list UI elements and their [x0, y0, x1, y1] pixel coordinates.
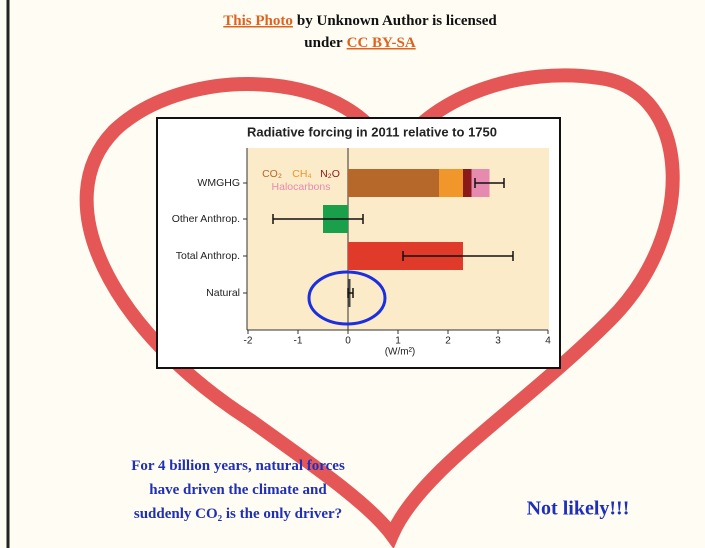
punchline: Not likely!!!	[527, 498, 630, 520]
caption-line: have driven the climate and	[149, 482, 327, 498]
x-tick-label: 4	[545, 336, 551, 347]
legend-entry: CH₄	[292, 168, 311, 180]
page: {"attribution": {"link": "This Photo", "…	[0, 0, 705, 548]
caption-line: suddenly CO₂ is the only driver?	[134, 506, 342, 522]
attribution-text: under	[304, 35, 343, 51]
x-tick-label: 2	[445, 336, 451, 347]
x-tick-label: -1	[294, 336, 303, 347]
bar	[439, 169, 463, 197]
photo-link[interactable]: This Photo	[223, 13, 293, 29]
y-tick-label: WMGHG	[197, 177, 240, 189]
caption-line: For 4 billion years, natural forces	[131, 458, 345, 474]
caption: For 4 billion years, natural forces have …	[131, 458, 345, 522]
y-tick-label: Natural	[206, 287, 240, 299]
license-link[interactable]: CC BY-SA	[347, 35, 416, 51]
bar	[348, 169, 439, 197]
y-tick-label: Other Anthrop.	[172, 213, 240, 225]
legend-entry: N₂O	[320, 168, 340, 180]
slide: This Photoby Unknown Author is licensed …	[0, 0, 705, 548]
y-tick-label: Total Anthrop.	[176, 250, 240, 262]
x-tick-label: 1	[395, 336, 401, 347]
legend-entry: Halocarbons	[272, 181, 331, 193]
x-tick-label: 0	[345, 336, 351, 347]
chart-title: Radiative forcing in 2011 relative to 17…	[247, 124, 497, 139]
attribution-text: by Unknown Author is licensed	[297, 13, 497, 29]
x-tick-label: 3	[495, 336, 501, 347]
x-tick-label: -2	[244, 336, 253, 347]
legend-entry: CO₂	[262, 168, 282, 180]
bar	[463, 169, 472, 197]
x-axis-label: (W/m²)	[385, 347, 416, 358]
